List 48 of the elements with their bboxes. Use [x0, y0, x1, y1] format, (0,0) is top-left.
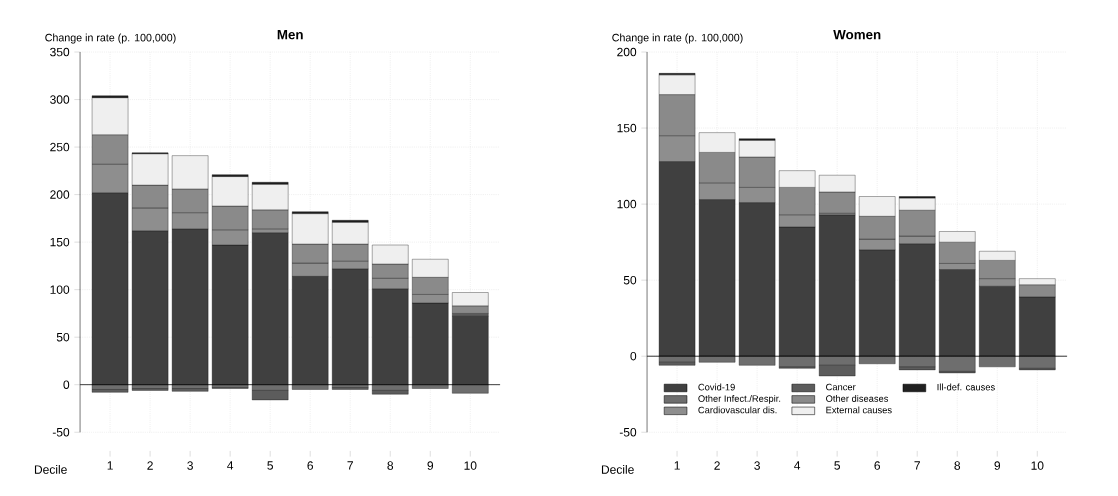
legend-label: Cancer [826, 383, 856, 391]
y-tick-label: 200 [50, 190, 70, 199]
y-tick-label: 150 [617, 123, 637, 133]
legend-label: Ill-def. causes [937, 383, 995, 391]
y-tick-label: 50 [623, 275, 637, 285]
y-tick-label: 0 [630, 351, 637, 361]
y-tick-label: 300 [50, 95, 70, 104]
legend-label: Other diseases [826, 394, 889, 402]
x-tick-label: 2 [147, 461, 153, 470]
x-axis-title: Decile [34, 464, 67, 474]
y-tick-label: 50 [56, 332, 70, 342]
x-tick-label: 9 [994, 461, 1001, 470]
x-axis-title: Decile [601, 464, 634, 474]
x-tick-label: 7 [914, 461, 920, 470]
x-tick-label: 7 [347, 461, 353, 470]
legend-label: Covid-19 [698, 383, 735, 391]
y-tick-label: 100 [50, 285, 70, 294]
legend-label: Other Infect./Respir. [698, 394, 781, 404]
y-tick-label: 200 [617, 47, 637, 57]
x-tick-label: 5 [267, 461, 274, 470]
y-axis-title: Change in rate (p. 100,000) [45, 33, 176, 44]
x-tick-label: 3 [754, 461, 760, 470]
x-tick-label: 6 [874, 461, 881, 470]
y-tick-label: -50 [52, 427, 70, 437]
legend-label: External causes [826, 406, 892, 414]
x-tick-label: 2 [714, 461, 720, 470]
chart-title: Men [277, 29, 303, 40]
x-tick-label: 4 [227, 461, 234, 470]
x-tick-label: 10 [1031, 461, 1044, 470]
x-tick-label: 8 [387, 461, 394, 470]
y-tick-label: -50 [619, 427, 637, 437]
x-tick-label: 1 [674, 461, 680, 470]
x-tick-label: 9 [427, 461, 434, 470]
x-tick-label: 1 [107, 461, 113, 470]
x-tick-label: 6 [307, 461, 314, 470]
x-tick-label: 3 [187, 461, 193, 470]
y-tick-label: 100 [617, 199, 637, 209]
y-tick-label: 250 [50, 142, 70, 152]
x-tick-label: 10 [464, 461, 477, 470]
y-tick-label: 350 [50, 47, 70, 57]
x-tick-label: 4 [794, 461, 801, 470]
y-tick-label: 150 [50, 237, 70, 247]
x-tick-label: 8 [954, 461, 961, 470]
y-tick-label: 0 [63, 380, 70, 389]
chart-title: Women [833, 29, 881, 40]
y-axis-title: Change in rate (p. 100,000) [612, 33, 743, 44]
legend-label: Cardiovascular dis. [698, 406, 777, 414]
x-tick-label: 5 [834, 461, 840, 470]
